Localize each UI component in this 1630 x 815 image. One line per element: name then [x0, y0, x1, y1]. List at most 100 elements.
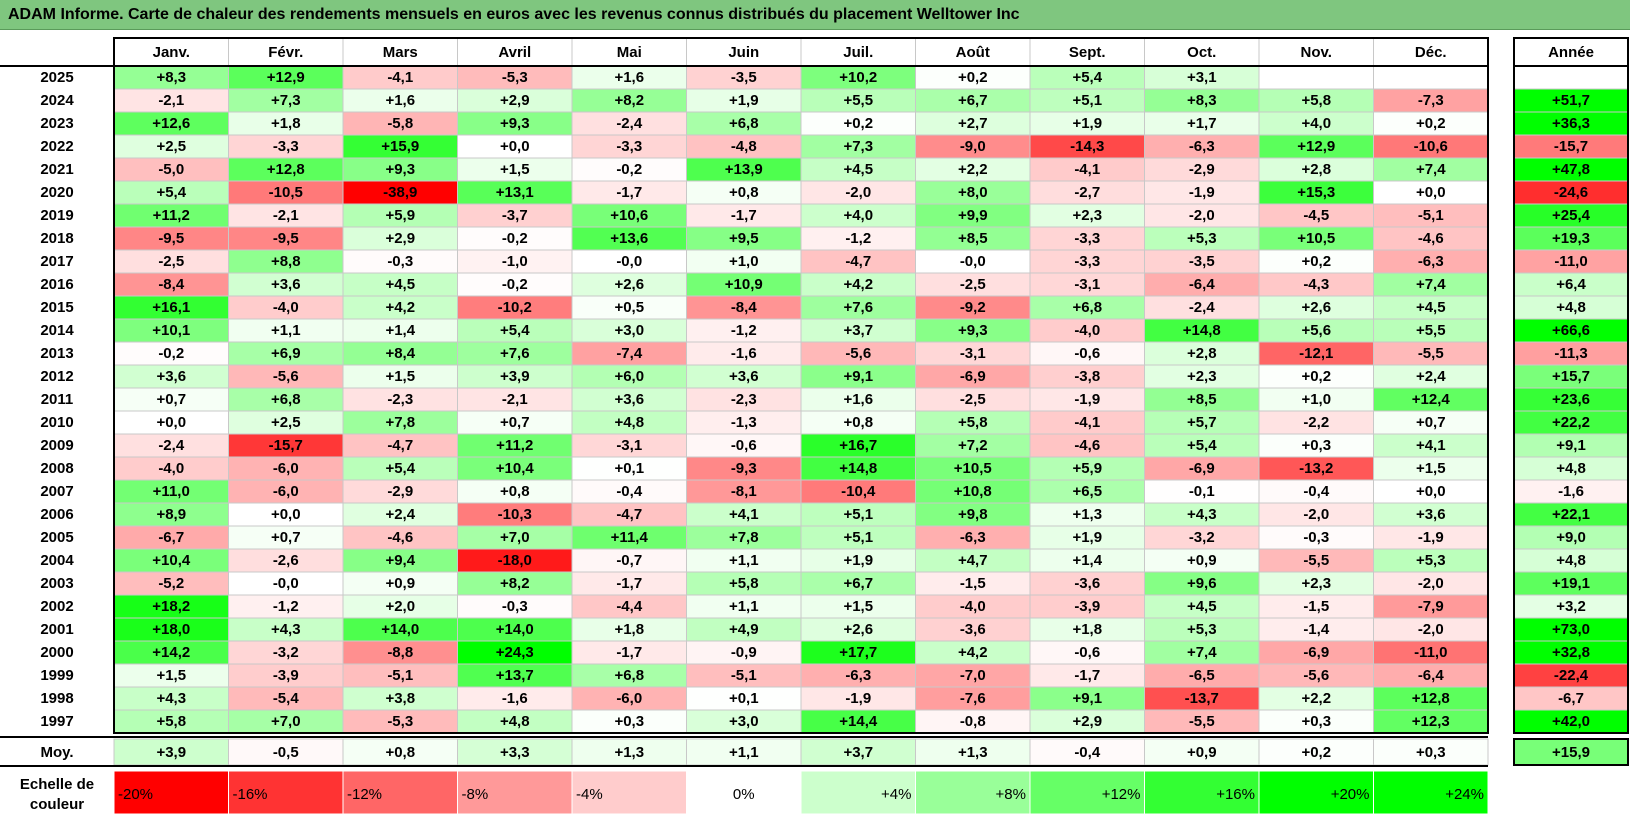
heat-cell-value: +7,3 [271, 92, 301, 109]
heat-cell-value: +2,5 [156, 138, 186, 155]
average-cell-value: -0,5 [273, 744, 299, 761]
month-header-label: Août [956, 44, 990, 61]
heat-cell-value: +9,3 [958, 322, 988, 339]
heat-cell-value: +1,0 [729, 253, 759, 270]
heat-cell-value: -2,4 [158, 437, 185, 454]
row-year-label: 2012 [40, 368, 73, 385]
heat-cell-value: -1,7 [616, 184, 642, 201]
heat-cell-value: -2,0 [1418, 575, 1444, 592]
heat-cell-value: +4,2 [958, 644, 988, 661]
row-year-label: 2023 [40, 115, 73, 132]
heat-cell-value: +1,6 [614, 69, 644, 86]
heat-cell-value: -3,3 [1074, 253, 1100, 270]
heat-cell-value: -6,9 [1303, 644, 1329, 661]
scale-swatch-label: 0% [733, 786, 755, 803]
heat-cell-value: -0,9 [731, 644, 757, 661]
heat-cell-value: +5,4 [500, 322, 530, 339]
heat-cell-value: +10,5 [954, 460, 992, 477]
heat-cell-value: +14,8 [1183, 322, 1221, 339]
heat-cell-value: +3,0 [729, 713, 759, 730]
heat-cell-value: -0,3 [1303, 529, 1329, 546]
heat-cell-value: -3,3 [616, 138, 642, 155]
heat-cell-value: +1,1 [729, 552, 759, 569]
heat-cell-value: +1,9 [843, 552, 873, 569]
heat-cell-value: -5,5 [1189, 713, 1215, 730]
year-total-value: +32,8 [1552, 644, 1590, 661]
month-header-cell [1029, 37, 1145, 67]
heat-cell-value: +3,6 [614, 391, 644, 408]
heat-cell-value: +1,8 [271, 115, 301, 132]
average-cell-value: -0,4 [1074, 744, 1101, 761]
heat-cell-value: -9,5 [158, 230, 184, 247]
heat-cell-value: +5,3 [1416, 552, 1446, 569]
heat-cell-value: +2,9 [385, 230, 415, 247]
heat-cell-value: +8,3 [156, 69, 186, 86]
heat-cell-value: +0,2 [958, 69, 988, 86]
heat-cell-value: -5,6 [845, 345, 871, 362]
heat-cell-value: +1,1 [271, 322, 301, 339]
row-year-label: 1998 [40, 690, 73, 707]
heat-cell-value: +2,8 [1301, 161, 1331, 178]
scale-swatch-label: +8% [996, 786, 1026, 803]
heat-cell-value: +8,2 [614, 92, 644, 109]
heat-cell-value: -1,9 [1189, 184, 1215, 201]
heat-cell-value: +0,2 [1301, 253, 1331, 270]
month-header-label: Févr. [268, 44, 303, 61]
heat-cell-value: +4,1 [729, 506, 759, 523]
row-year-label: 2016 [40, 276, 73, 293]
month-header-label: Juil. [843, 44, 873, 61]
heat-cell-value: +4,8 [614, 414, 644, 431]
heat-cell-value: -3,9 [273, 667, 299, 684]
heat-cell-value: -2,3 [387, 391, 413, 408]
heat-cell-value: -2,0 [1189, 207, 1215, 224]
scale-swatch [1144, 770, 1260, 815]
year-total-value: +66,6 [1552, 322, 1590, 339]
heat-cell-value: +2,3 [1072, 207, 1102, 224]
heat-cell-value: -1,4 [1303, 621, 1330, 638]
heat-cell-value: +6,5 [1072, 483, 1102, 500]
year-total-value: -11,0 [1554, 253, 1587, 270]
heat-cell-value: +5,4 [1072, 69, 1102, 86]
year-total-value: +51,7 [1552, 92, 1590, 109]
heat-cell-value: +18,2 [152, 598, 190, 615]
heat-cell-value: +5,3 [1187, 621, 1217, 638]
heat-cell-value: -1,0 [502, 253, 528, 270]
heat-cell-value: -1,7 [616, 575, 642, 592]
heat-cell-value: -0,6 [731, 437, 757, 454]
heat-cell-value: -5,8 [387, 115, 413, 132]
heat-cell-value: +0,9 [1187, 552, 1217, 569]
heat-cell-value: +8,0 [958, 184, 988, 201]
month-header-cell [113, 37, 229, 67]
heat-cell-value: -9,2 [960, 299, 986, 316]
heat-cell-value: +6,7 [843, 575, 873, 592]
heat-cell-value: +5,1 [843, 529, 873, 546]
heat-cell-value: -5,1 [1418, 207, 1444, 224]
year-total-cell [1513, 65, 1629, 90]
heat-cell-value: -6,9 [1189, 460, 1215, 477]
heat-cell-value: -3,1 [960, 345, 986, 362]
heat-cell-value: +8,5 [958, 230, 988, 247]
heat-cell-value: +5,4 [1187, 437, 1217, 454]
row-year-label: 2021 [40, 161, 73, 178]
heat-cell-value: -5,4 [273, 690, 300, 707]
heat-cell-value: -0,1 [1189, 483, 1215, 500]
heat-cell-value: -0,0 [616, 253, 642, 270]
heat-cell-value: -6,4 [1418, 667, 1445, 684]
average-cell-value: +0,3 [1416, 744, 1446, 761]
row-year-label: 2002 [40, 598, 73, 615]
heat-cell-value: -1,2 [731, 322, 757, 339]
scale-swatch [1373, 770, 1489, 815]
scale-swatch [1029, 770, 1145, 815]
heat-cell-value: -1,2 [845, 230, 871, 247]
heat-cell-value: -1,7 [1074, 667, 1100, 684]
scale-swatch-label: -16% [233, 786, 268, 803]
row-year-label: 2007 [40, 483, 73, 500]
heat-cell-value: +2,6 [614, 276, 644, 293]
heat-cell-value: -1,7 [616, 644, 642, 661]
scale-swatch-label: +20% [1331, 786, 1370, 803]
year-total-value: +23,6 [1552, 391, 1590, 408]
heat-cell-value: -1,5 [960, 575, 986, 592]
heat-cell-value: +4,8 [500, 713, 530, 730]
scale-swatch [800, 770, 916, 815]
heat-cell-value: -4,7 [387, 437, 413, 454]
